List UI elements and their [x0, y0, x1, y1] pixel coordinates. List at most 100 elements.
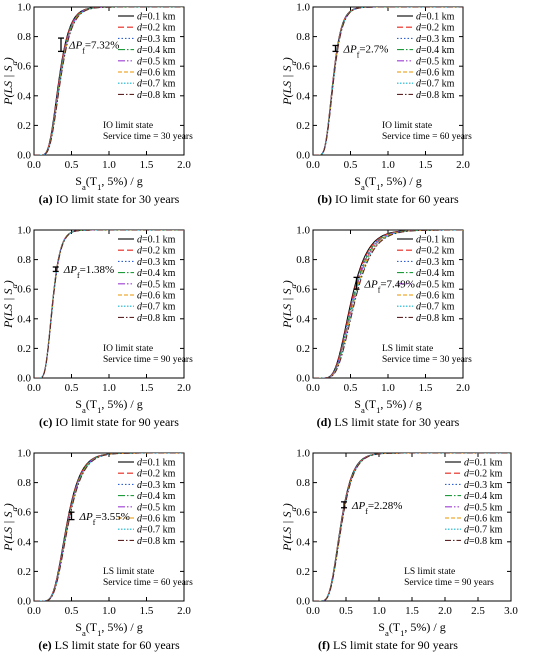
x-axis-label: Sa(T1, 5%) / g: [75, 174, 143, 192]
panel-caption: (e) LS limit state for 60 years: [38, 638, 180, 652]
legend-label: d=0.3 km: [464, 480, 503, 491]
x-tick-label: 0.5: [344, 382, 358, 394]
y-tick-label: 0.8: [296, 477, 310, 489]
chart-panel: 0.0 0.5 1.0 1.5 2.0 0.0 0.2 0.4 0.6 0.8 1.0 Sa(T1, …: [1, 448, 193, 653]
legend-label: d=0.7 km: [416, 79, 455, 90]
y-tick-label: 1.0: [17, 2, 31, 14]
y-tick-label: 0.2: [296, 343, 310, 355]
y-tick-label: 1.0: [296, 448, 310, 460]
legend-label: d=0.8 km: [137, 313, 176, 324]
x-tick-label: 1.5: [419, 382, 433, 394]
x-tick-label: 0.0: [306, 382, 320, 394]
legend-label: d=0.2 km: [416, 246, 455, 257]
x-tick-label: 1.5: [140, 159, 154, 171]
legend-label: d=0.8 km: [416, 313, 455, 324]
limit-state-label: IO limit state: [103, 121, 153, 131]
legend-label: d=0.1 km: [137, 12, 176, 23]
y-tick-label: 0.6: [17, 284, 31, 296]
legend-label: d=0.2 km: [464, 469, 503, 480]
panel-caption: (a) IO limit state for 30 years: [39, 192, 180, 206]
x-tick-label: 0.0: [27, 382, 41, 394]
y-axis-label: P(LS | Sa): [1, 503, 19, 552]
y-tick-label: 0.0: [17, 373, 31, 385]
chart-panel: 0.0 0.5 1.0 1.5 2.0 0.0 0.2 0.4 0.6 0.8 1.0 Sa(T1, …: [1, 2, 193, 207]
legend-label: d=0.4 km: [464, 491, 503, 502]
y-tick-label: 0.0: [296, 373, 310, 385]
series-line: [34, 7, 184, 155]
x-tick-label: 2.0: [456, 159, 470, 171]
y-tick-label: 0.0: [17, 150, 31, 162]
y-tick-label: 1.0: [296, 2, 310, 14]
legend-label: d=0.7 km: [464, 525, 503, 536]
x-tick-label: 0.5: [65, 382, 79, 394]
legend-label: d=0.3 km: [137, 480, 176, 491]
x-axis-label: Sa(T1, 5%) / g: [354, 174, 422, 192]
legend-label: d=0.1 km: [416, 235, 455, 246]
legend-label: d=0.6 km: [416, 291, 455, 302]
limit-state-label: IO limit state: [103, 344, 153, 354]
legend-label: d=0.8 km: [464, 536, 503, 547]
x-axis-label: Sa(T1, 5%) / g: [378, 620, 446, 638]
y-tick-label: 0.8: [17, 477, 31, 489]
legend-label: d=0.4 km: [137, 491, 176, 502]
legend-label: d=0.4 km: [137, 45, 176, 56]
y-tick-label: 0.0: [296, 150, 310, 162]
series-line: [34, 7, 184, 155]
x-tick-label: 2.0: [456, 382, 470, 394]
x-tick-label: 0.5: [65, 605, 79, 617]
x-tick-label: 1.0: [102, 605, 116, 617]
legend-label: d=0.1 km: [464, 458, 503, 469]
x-tick-label: 2.0: [438, 605, 452, 617]
y-tick-label: 0.4: [296, 536, 310, 548]
delta-pf-annotation: ΔPf=7.32%: [68, 40, 119, 56]
y-tick-label: 0.2: [296, 120, 310, 132]
legend-label: d=0.8 km: [416, 90, 455, 101]
x-tick-label: 0.0: [306, 159, 320, 171]
panel-caption: (d) LS limit state for 30 years: [317, 415, 460, 429]
y-tick-label: 1.0: [17, 448, 31, 460]
x-tick-label: 1.5: [140, 382, 154, 394]
series-line: [313, 453, 511, 601]
legend-label: d=0.7 km: [137, 79, 176, 90]
delta-pf-annotation: ΔPf=1.38%: [63, 264, 114, 280]
limit-state-label: LS limit state: [404, 567, 455, 577]
legend-label: d=0.6 km: [416, 68, 455, 79]
limit-state-label: LS limit state: [382, 344, 433, 354]
y-tick-label: 1.0: [17, 225, 31, 237]
x-tick-label: 1.5: [419, 159, 433, 171]
x-tick-label: 1.0: [381, 159, 395, 171]
x-tick-label: 1.0: [102, 382, 116, 394]
panel-caption: (b) IO limit state for 60 years: [317, 192, 459, 206]
x-tick-label: 1.5: [140, 605, 154, 617]
delta-pf-annotation: ΔPf=2.7%: [343, 43, 389, 59]
x-tick-label: 1.0: [102, 159, 116, 171]
delta-pf-annotation: ΔPf=2.28%: [351, 500, 402, 516]
service-time-label: Service time = 30 years: [382, 355, 472, 365]
y-axis-label: P(LS | Sa): [280, 57, 298, 106]
legend-label: d=0.3 km: [416, 257, 455, 268]
chart-panel: 0.0 0.5 1.0 1.5 2.0 0.0 0.2 0.4 0.6 0.8 1.0 Sa(T1, …: [1, 225, 193, 430]
legend-label: d=0.6 km: [137, 514, 176, 525]
series-line: [313, 453, 511, 601]
legend-label: d=0.6 km: [464, 514, 503, 525]
series-line: [313, 7, 463, 155]
x-tick-label: 2.5: [471, 605, 485, 617]
legend-label: d=0.2 km: [137, 23, 176, 34]
x-tick-label: 3.0: [504, 605, 518, 617]
service-time-label: Service time = 60 years: [382, 132, 472, 142]
y-axis-label: P(LS | Sa): [280, 280, 298, 329]
y-tick-label: 0.6: [17, 507, 31, 519]
y-tick-label: 0.6: [296, 284, 310, 296]
panel-caption: (f) LS limit state for 90 years: [318, 638, 458, 652]
x-tick-label: 0.0: [27, 159, 41, 171]
legend-label: d=0.5 km: [137, 502, 176, 513]
x-tick-label: 1.0: [372, 605, 386, 617]
service-time-label: Service time = 30 years: [103, 132, 193, 142]
limit-state-label: IO limit state: [382, 121, 432, 131]
series-line: [313, 230, 463, 378]
x-tick-label: 1.0: [381, 382, 395, 394]
y-tick-label: 0.2: [17, 120, 31, 132]
x-tick-label: 0.0: [27, 605, 41, 617]
x-tick-label: 2.0: [177, 605, 191, 617]
